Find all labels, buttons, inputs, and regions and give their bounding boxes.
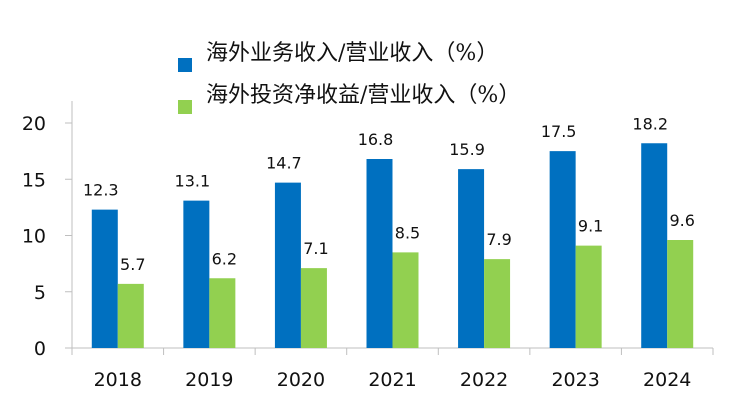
bar-overseas-investment-2019 <box>209 278 236 348</box>
data-label: 12.3 <box>83 181 119 200</box>
x-tick-label: 2021 <box>368 369 416 391</box>
bars <box>91 143 694 348</box>
data-label: 9.6 <box>669 211 694 230</box>
y-tick-label: 15 <box>22 169 46 191</box>
x-tick-label: 2022 <box>460 369 508 391</box>
data-label: 13.1 <box>175 172 211 191</box>
x-axis: 2018 2019 2020 2021 2022 2023 2024 <box>65 347 714 391</box>
y-axis: 0 5 10 15 20 <box>22 101 73 360</box>
legend-swatch-0 <box>178 58 192 72</box>
bar-overseas-investment-2023 <box>575 245 602 348</box>
bar-overseas-investment-2022 <box>484 259 511 348</box>
data-label: 14.7 <box>266 154 302 173</box>
data-label: 6.2 <box>212 249 237 268</box>
data-labels: 12.3 13.1 14.7 16.8 15.9 17.5 18.2 5.7 6.2 7.1 8.5… <box>83 114 695 274</box>
x-tick-label: 2018 <box>94 369 142 391</box>
bar-overseas-investment-2021 <box>392 252 419 348</box>
data-label: 9.1 <box>578 217 603 236</box>
data-label: 16.8 <box>358 130 394 149</box>
bar-overseas-revenue-2022 <box>458 169 485 348</box>
bar-overseas-revenue-2023 <box>549 151 576 348</box>
x-tick-label: 2020 <box>277 369 325 391</box>
x-tick-label: 2023 <box>551 369 599 391</box>
bar-overseas-revenue-2021 <box>366 159 393 348</box>
bar-overseas-investment-2020 <box>300 268 327 348</box>
bar-overseas-investment-2024 <box>667 240 694 348</box>
data-label: 7.1 <box>303 239 328 258</box>
bar-overseas-revenue-2018 <box>91 209 118 348</box>
data-label: 7.9 <box>486 230 511 249</box>
y-tick-label: 10 <box>22 226 46 248</box>
y-tick-label: 20 <box>22 113 46 135</box>
x-tick-label: 2019 <box>185 369 233 391</box>
bar-overseas-revenue-2024 <box>641 143 668 348</box>
legend: 海外业务收入/营业收入（%） 海外投资净收益/营业收入（%） <box>178 41 520 114</box>
legend-label-1: 海外投资净收益/营业收入（%） <box>206 83 520 108</box>
data-label: 8.5 <box>395 223 420 242</box>
y-tick-label: 0 <box>34 338 46 360</box>
data-label: 17.5 <box>541 122 577 141</box>
x-tick-label: 2024 <box>643 369 691 391</box>
y-tick-label: 5 <box>34 282 46 304</box>
data-label: 15.9 <box>449 140 485 159</box>
data-label: 18.2 <box>632 114 668 133</box>
legend-swatch-1 <box>178 100 192 114</box>
bar-overseas-investment-2018 <box>117 283 144 348</box>
bar-overseas-revenue-2020 <box>274 182 301 348</box>
legend-label-0: 海外业务收入/营业收入（%） <box>206 41 498 66</box>
data-label: 5.7 <box>120 255 145 274</box>
bar-overseas-revenue-2019 <box>183 200 210 348</box>
